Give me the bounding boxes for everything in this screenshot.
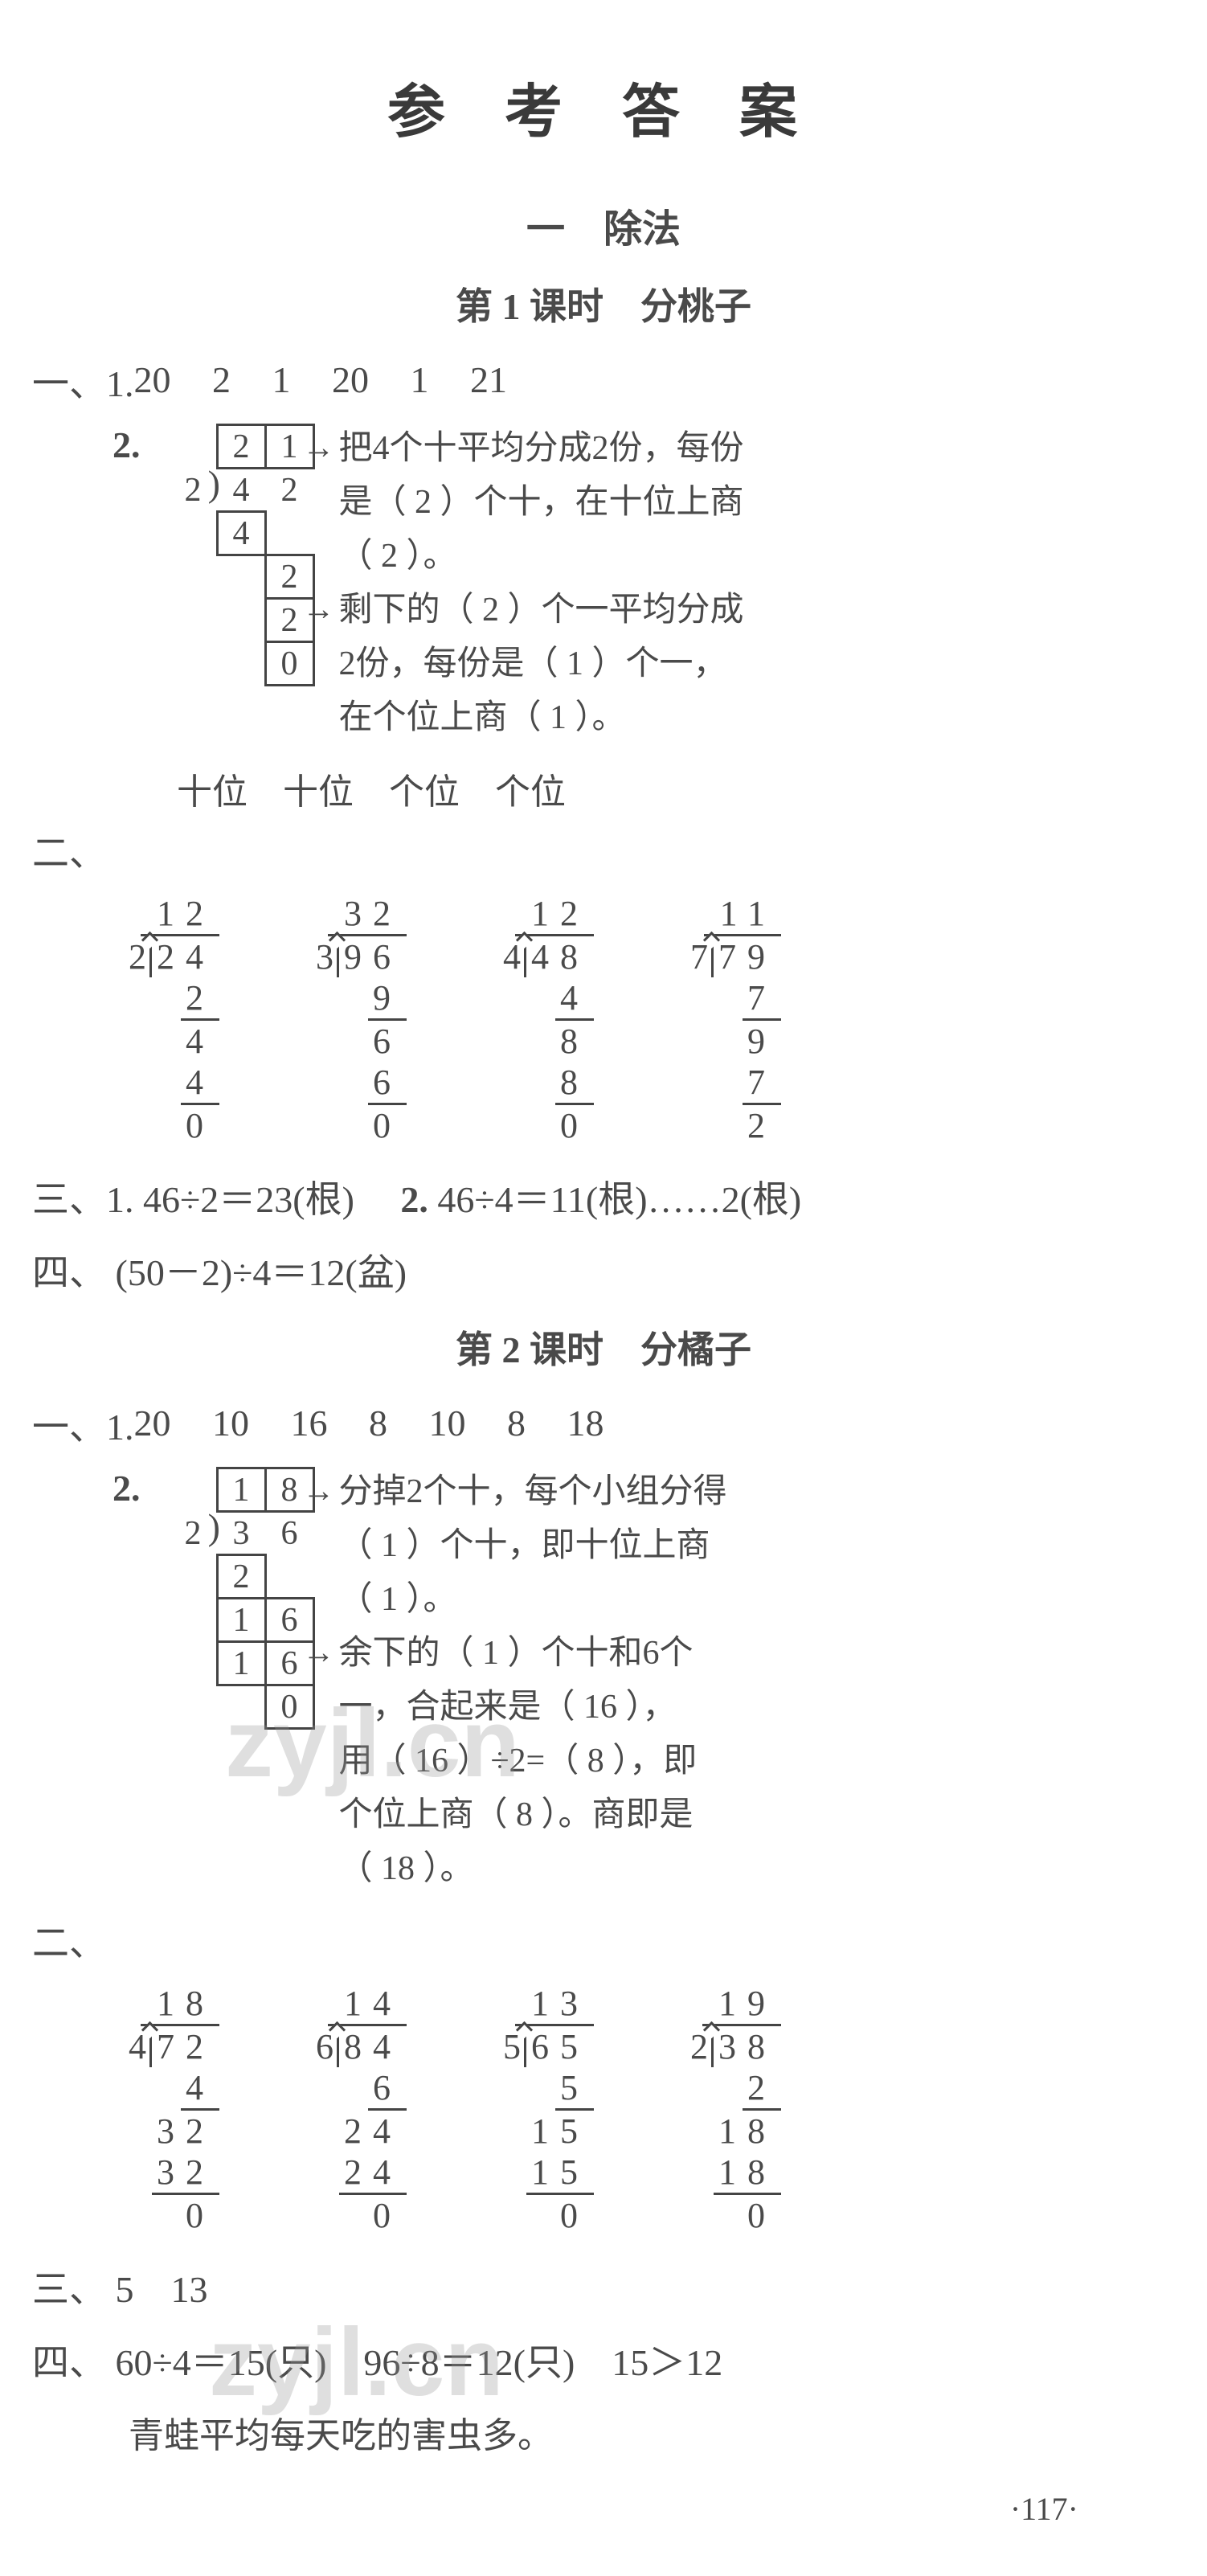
long-division: 14684624240 (316, 1983, 407, 2236)
long-division: 13565515150 (503, 1983, 594, 2236)
l2-q4-line2: 青蛙平均每天吃的害虫多。 (129, 2406, 1175, 2458)
l1-q1-1-values: 20 2 1 20 1 21 (134, 354, 540, 406)
val: 20 (134, 1403, 171, 1444)
val: 20 (332, 359, 369, 400)
l1-q2-divisions: 122242440 323969660 124484880 117797972 (129, 893, 1175, 1146)
page-number: ·117· (32, 2490, 1175, 2528)
l2-q2-row: 二、 (32, 1914, 1175, 1967)
val: 18 (567, 1403, 604, 1444)
val: 1 (272, 359, 291, 400)
l2-q3: 5 13 (116, 2269, 208, 2310)
val: 10 (429, 1403, 466, 1444)
l2-q4-label: 四、 (32, 2342, 106, 2383)
l1-q1-2-bottom: 十位 十位 个位 个位 (177, 763, 1175, 814)
l1-q4-label: 四、 (32, 1252, 106, 1293)
l2-q3-row: 三、 5 13 (32, 2260, 1175, 2313)
long-division: 124484880 (503, 893, 594, 1146)
l2-q1-2-row: 2. 18 236 2 16 16 0 分掉2个十，每个小组分得 （ 1 ）个十… (32, 1467, 1175, 1898)
l1-q3-2-label: 2. (400, 1179, 428, 1220)
l1-q1-1-row: 一、1. 20 2 1 20 1 21 (32, 354, 1175, 407)
l1-q2-label: 二、 (32, 824, 113, 877)
l1-q1-2-diagram: 21 242 4 2 2 0 (169, 424, 315, 686)
l2-q1-1-values: 20 10 16 8 10 8 18 (134, 1398, 636, 1449)
val: 21 (470, 359, 507, 400)
long-division: 117797972 (690, 893, 781, 1146)
long-division: 122242440 (129, 893, 219, 1146)
val: 10 (212, 1403, 249, 1444)
val: 1 (411, 359, 429, 400)
l1-q1-2-label: 2. (113, 424, 169, 466)
val: 16 (291, 1403, 328, 1444)
l2-q2-divisions: 18472432320 14684624240 13565515150 1923821… (129, 1983, 1175, 2236)
page-title: 参 考 答 案 (32, 64, 1175, 149)
l1-q1-1-label: 一、1. (32, 354, 134, 407)
val: 8 (507, 1403, 526, 1444)
val: 8 (369, 1403, 387, 1444)
l1-q1-2-explain: 把4个十平均分成2份，每份 是（ 2 ）个十，在十位上商 （ 2 ）。 剩下的（… (339, 424, 744, 747)
long-division: 323969660 (316, 893, 407, 1146)
l1-q3-row: 三、1. 46÷2＝23(根) 2. 46÷4＝11(根)……2(根) (32, 1170, 1175, 1223)
l2-q1-2-explain: 分掉2个十，每个小组分得 （ 1 ）个十，即十位上商 （ 1 ）。 余下的（ 1… (339, 1467, 727, 1898)
l2-q1-1-row: 一、1. 20 10 16 8 10 8 18 (32, 1398, 1175, 1451)
chapter-title: 一 除法 (32, 197, 1175, 253)
l2-q3-label: 三、 (32, 2269, 106, 2310)
l2-q1-2-label: 2. (113, 1467, 169, 1509)
long-division: 19238218180 (690, 1983, 781, 2236)
l1-q3-1: 46÷2＝23(根) (143, 1179, 354, 1220)
l1-q4-row: 四、 (50－2)÷4＝12(盆) (32, 1243, 1175, 1296)
long-division: 18472432320 (129, 1983, 219, 2236)
l1-q3-label: 三、1. (32, 1179, 134, 1220)
l2-q4-row: 四、 60÷4＝15(只) 96÷8＝12(只) 15＞12 (32, 2333, 1175, 2386)
val: 20 (134, 359, 171, 400)
lesson1-title: 第 1 课时 分桃子 (32, 277, 1175, 330)
l1-q4: (50－2)÷4＝12(盆) (116, 1252, 407, 1293)
l2-q4-line1: 60÷4＝15(只) 96÷8＝12(只) 15＞12 (116, 2342, 723, 2383)
l2-q1-1-label: 一、1. (32, 1398, 134, 1451)
lesson2-title: 第 2 课时 分橘子 (32, 1321, 1175, 1374)
l1-q1-2-row: 2. 21 242 4 2 2 0 把4个十平均分成2份，每份 是（ 2 ）个十… (32, 424, 1175, 747)
val: 2 (212, 359, 231, 400)
l2-q2-label: 二、 (32, 1914, 113, 1967)
l1-q2-row: 二、 (32, 824, 1175, 877)
l2-q1-2-diagram: 18 236 2 16 16 0 (169, 1467, 315, 1730)
l1-q3-2: 46÷4＝11(根)……2(根) (437, 1179, 801, 1220)
